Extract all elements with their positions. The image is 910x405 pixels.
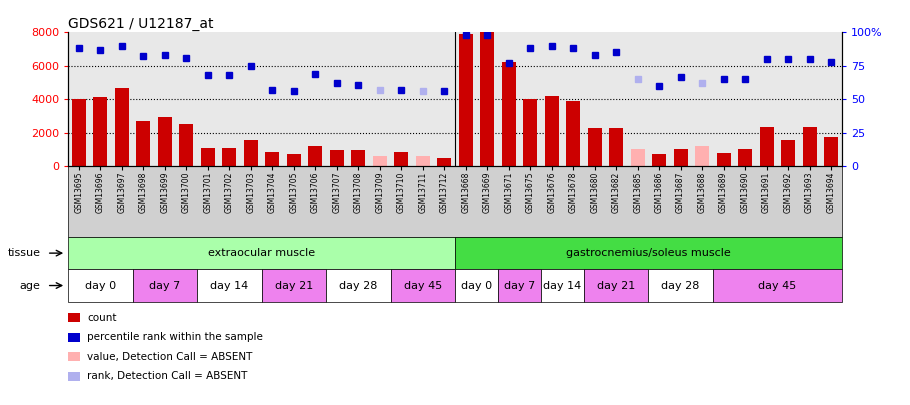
- Bar: [133, 269, 197, 302]
- Text: day 7: day 7: [149, 281, 180, 290]
- Bar: [545, 96, 559, 166]
- Bar: [738, 149, 752, 166]
- Text: gastrocnemius/soleus muscle: gastrocnemius/soleus muscle: [566, 248, 731, 258]
- Text: day 21: day 21: [275, 281, 313, 290]
- Bar: [760, 127, 774, 166]
- Bar: [222, 148, 237, 166]
- Bar: [498, 269, 541, 302]
- Bar: [438, 158, 451, 166]
- Bar: [390, 269, 455, 302]
- Bar: [94, 97, 107, 166]
- Text: day 0: day 0: [461, 281, 492, 290]
- Bar: [416, 156, 430, 166]
- Text: rank, Detection Call = ABSENT: rank, Detection Call = ABSENT: [87, 371, 248, 381]
- Bar: [72, 99, 86, 166]
- Bar: [480, 32, 494, 166]
- Text: GDS621 / U12187_at: GDS621 / U12187_at: [68, 17, 214, 31]
- Bar: [287, 154, 301, 166]
- Bar: [244, 140, 258, 166]
- Text: tissue: tissue: [7, 248, 40, 258]
- Text: day 21: day 21: [597, 281, 635, 290]
- Bar: [713, 269, 842, 302]
- Bar: [716, 153, 731, 166]
- Text: day 0: day 0: [85, 281, 116, 290]
- Text: day 28: day 28: [339, 281, 378, 290]
- Bar: [351, 150, 365, 166]
- Bar: [115, 87, 129, 166]
- Text: day 45: day 45: [404, 281, 442, 290]
- Bar: [501, 62, 516, 166]
- Bar: [308, 146, 322, 166]
- Bar: [179, 124, 194, 166]
- Bar: [541, 269, 584, 302]
- Text: count: count: [87, 313, 116, 323]
- Bar: [781, 140, 795, 166]
- Text: day 7: day 7: [504, 281, 535, 290]
- Bar: [588, 128, 602, 166]
- Text: day 14: day 14: [210, 281, 248, 290]
- Text: extraocular muscle: extraocular muscle: [208, 248, 315, 258]
- Bar: [566, 101, 581, 166]
- Text: day 28: day 28: [662, 281, 700, 290]
- Text: age: age: [19, 281, 40, 290]
- Bar: [459, 34, 472, 166]
- Bar: [326, 269, 390, 302]
- Bar: [68, 269, 133, 302]
- Bar: [197, 269, 262, 302]
- Bar: [68, 237, 455, 269]
- Bar: [584, 269, 648, 302]
- Bar: [266, 152, 279, 166]
- Bar: [824, 137, 838, 166]
- Bar: [652, 154, 666, 166]
- Text: value, Detection Call = ABSENT: value, Detection Call = ABSENT: [87, 352, 253, 362]
- Bar: [136, 121, 150, 166]
- Bar: [329, 150, 344, 166]
- Bar: [262, 269, 326, 302]
- Text: percentile rank within the sample: percentile rank within the sample: [87, 333, 263, 342]
- Bar: [201, 148, 215, 166]
- Text: day 45: day 45: [758, 281, 796, 290]
- Bar: [673, 149, 688, 166]
- Bar: [609, 128, 623, 166]
- Bar: [373, 156, 387, 166]
- Text: day 14: day 14: [543, 281, 581, 290]
- Bar: [523, 99, 537, 166]
- Bar: [695, 146, 709, 166]
- Bar: [803, 127, 816, 166]
- Bar: [158, 117, 172, 166]
- Bar: [455, 237, 842, 269]
- Bar: [394, 152, 409, 166]
- Bar: [455, 269, 498, 302]
- Bar: [631, 149, 644, 166]
- Bar: [648, 269, 713, 302]
